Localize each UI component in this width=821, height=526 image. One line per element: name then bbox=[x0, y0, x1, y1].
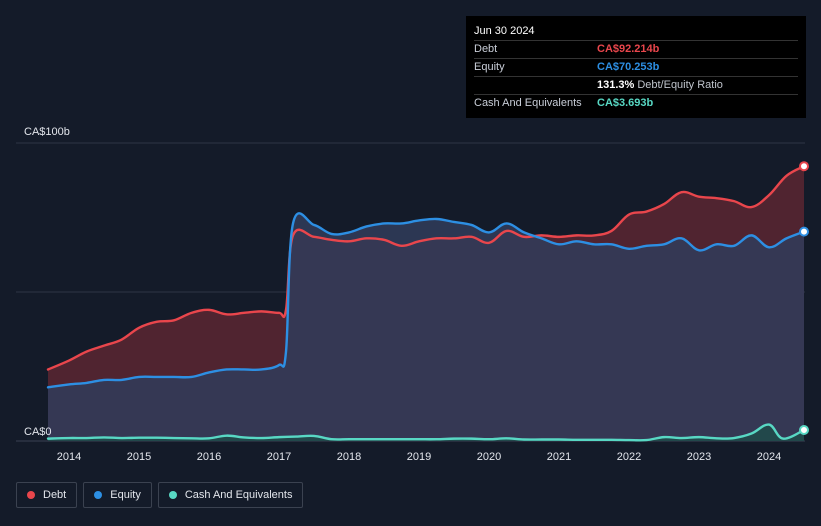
tooltip-label: Cash And Equivalents bbox=[474, 97, 582, 109]
tooltip-row-cash: Cash And Equivalents CA$3.693b bbox=[474, 94, 798, 112]
tooltip-value: CA$3.693b bbox=[597, 97, 654, 109]
series-lines bbox=[46, 165, 806, 442]
tooltip-row-equity: Equity CA$70.253b bbox=[474, 58, 798, 76]
axis-labels: CA$100b CA$0 bbox=[24, 126, 70, 438]
x-tick-label: 2020 bbox=[477, 451, 501, 463]
legend-dot-icon bbox=[168, 491, 177, 499]
x-tick-label: 2023 bbox=[687, 451, 711, 463]
y-axis-min-label: CA$0 bbox=[24, 426, 52, 438]
tooltip-ratio-caption: Debt/Equity Ratio bbox=[637, 79, 723, 91]
tooltip-value: CA$70.253b bbox=[597, 61, 660, 73]
hover-tooltip: Jun 30 2024 Debt CA$92.214b Equity CA$70… bbox=[466, 16, 806, 118]
x-tick-label: 2019 bbox=[407, 451, 431, 463]
tooltip-value: CA$92.214b bbox=[597, 43, 660, 55]
x-tick-label: 2014 bbox=[57, 451, 81, 463]
x-tick-label: 2016 bbox=[197, 451, 221, 463]
x-tick-label: 2015 bbox=[127, 451, 151, 463]
end-marker-equity bbox=[799, 226, 809, 237]
x-axis-ticks: 2014 2015 2016 2017 2018 2019 2020 2021 2022 2023… bbox=[57, 451, 781, 463]
legend-dot-icon bbox=[27, 491, 35, 499]
series-areas bbox=[48, 166, 804, 441]
x-tick-label: 2021 bbox=[547, 451, 571, 463]
line-cash-and-equivalents bbox=[46, 423, 806, 442]
tooltip-date: Jun 30 2024 bbox=[474, 25, 535, 37]
legend-dot-icon bbox=[94, 491, 103, 499]
y-axis-max-label: CA$100b bbox=[24, 126, 70, 138]
tooltip-value: 131.3% bbox=[597, 79, 635, 91]
line-debt bbox=[46, 165, 806, 371]
end-marker-debt bbox=[799, 161, 809, 172]
chart-legend: Debt Equity Cash And Equivalents bbox=[16, 482, 304, 508]
legend-label: Debt bbox=[43, 489, 67, 501]
x-tick-label: 2024 bbox=[757, 451, 781, 463]
legend-label: Equity bbox=[110, 489, 141, 501]
x-tick-label: 2018 bbox=[337, 451, 361, 463]
area-equity bbox=[48, 213, 804, 441]
legend-item-cash[interactable]: Cash And Equivalents bbox=[157, 482, 304, 508]
legend-label: Cash And Equivalents bbox=[184, 489, 293, 501]
tooltip-label: Debt bbox=[474, 43, 498, 55]
line-equity bbox=[46, 212, 806, 389]
tooltip-label: Equity bbox=[474, 61, 505, 73]
end-point-markers bbox=[799, 161, 809, 435]
legend-item-equity[interactable]: Equity bbox=[83, 482, 152, 508]
end-marker-cash-and-equivalents bbox=[799, 424, 809, 435]
tooltip-label bbox=[474, 77, 597, 94]
tooltip-row-debt: Debt CA$92.214b bbox=[474, 40, 798, 58]
tooltip-row-ratio: 131.3% Debt/Equity Ratio bbox=[474, 76, 798, 94]
x-tick-label: 2017 bbox=[267, 451, 291, 463]
x-tick-label: 2022 bbox=[617, 451, 641, 463]
legend-item-debt[interactable]: Debt bbox=[16, 482, 78, 508]
